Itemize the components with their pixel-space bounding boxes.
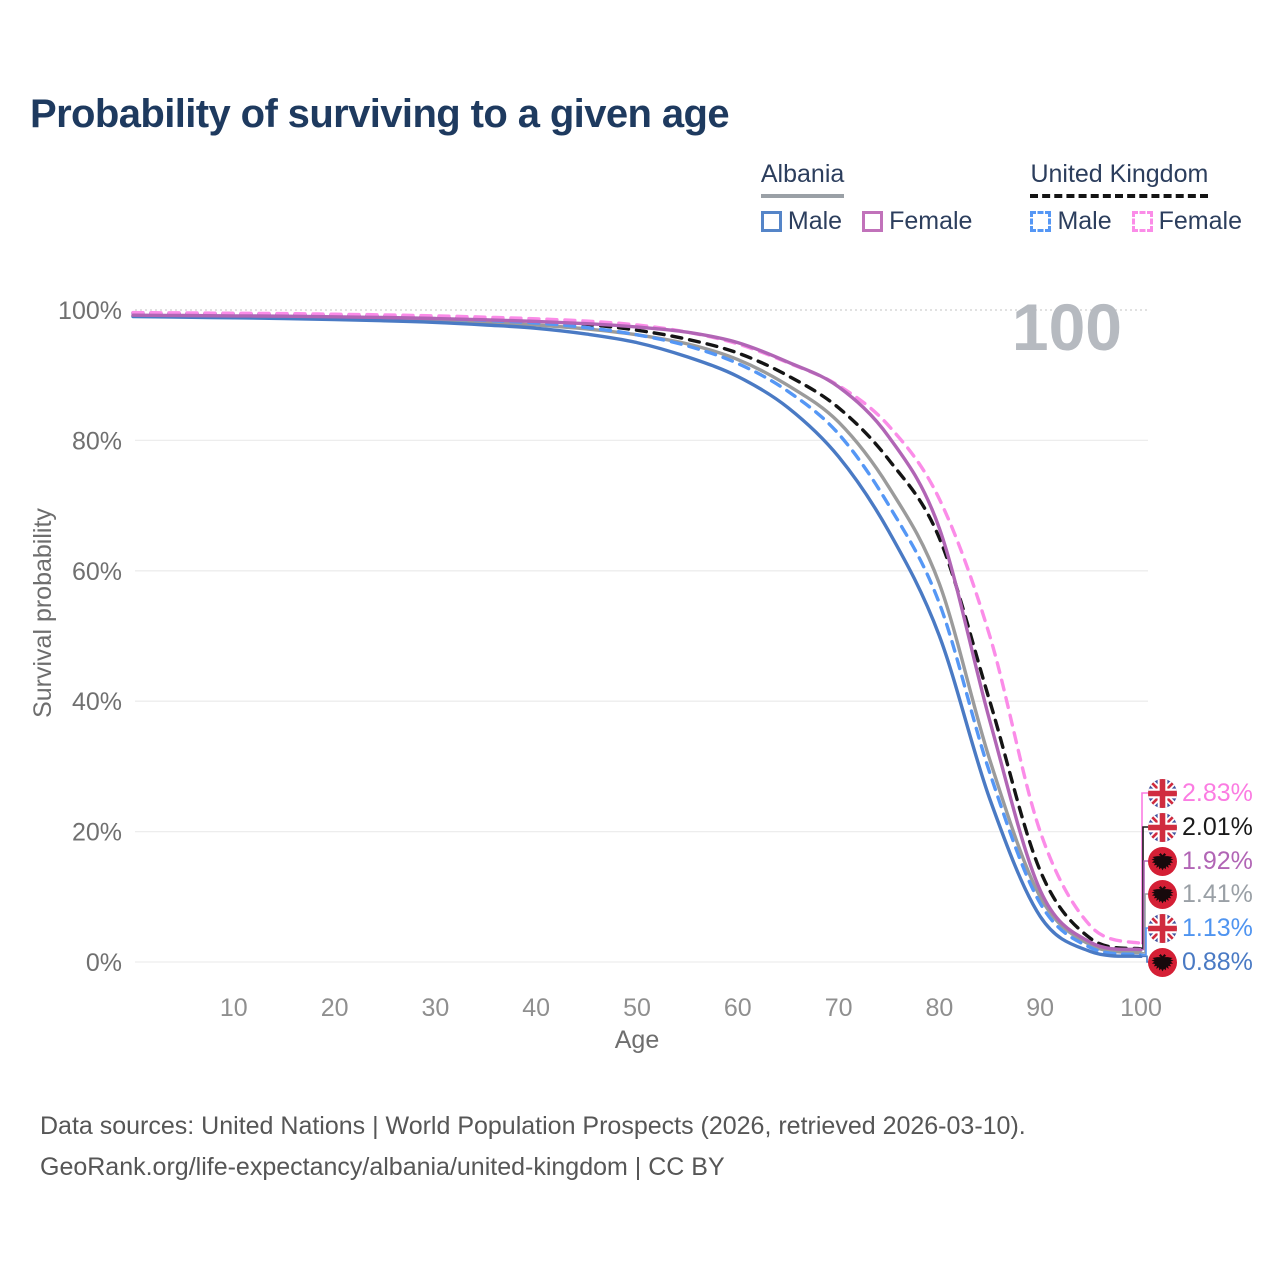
x-tick-label: 70 [825, 994, 853, 1022]
y-tick-label: 100% [58, 297, 122, 325]
age-watermark: 100 [1011, 290, 1122, 364]
series-albania-female [131, 313, 1143, 952]
legend-items-albania: Male Female [760, 207, 972, 236]
end-label-value: 0.88% [1182, 947, 1253, 976]
legend-label-uk-male: Male [1057, 207, 1112, 235]
legend-item-albania-male[interactable]: Male [760, 207, 843, 236]
albania-flag-icon [1148, 947, 1177, 977]
y-tick-label: 80% [72, 427, 122, 455]
end-label-value: 1.41% [1182, 879, 1253, 908]
end-label-row-albania-total: 1.41% [1148, 877, 1253, 911]
end-label-row-uk-female: 2.83% [1148, 776, 1253, 810]
data-sources-text: Data sources: United Nations | World Pop… [40, 1112, 1026, 1140]
x-tick-label: 30 [421, 994, 449, 1022]
albania-flag-icon [1148, 879, 1177, 909]
end-label-connector-albania-female [1141, 860, 1150, 951]
legend-swatch-albania-female-icon [862, 211, 884, 232]
chart-footer: Data sources: United Nations | World Pop… [40, 1106, 1026, 1188]
end-label-connector-united-kingdom-female [1141, 792, 1150, 945]
legend-swatch-uk-male-icon [1030, 211, 1052, 232]
legend-swatch-uk-female-icon [1131, 211, 1153, 232]
uk-flag-icon [1148, 812, 1177, 842]
legend-swatch-albania-male-icon [760, 211, 782, 232]
x-tick-label: 40 [522, 994, 550, 1022]
legend-label-uk-female: Female [1158, 207, 1242, 235]
legend-group-albania: Albania Male Female [760, 160, 972, 236]
legend-group-united-kingdom: United Kingdom Male Female [1030, 160, 1242, 236]
legend-items-united-kingdom: Male Female [1030, 207, 1242, 236]
y-tick-label: 0% [86, 949, 122, 977]
y-tick-label: 60% [72, 558, 122, 586]
end-label-row-albania-male: 0.88% [1148, 945, 1253, 979]
legend-item-albania-female[interactable]: Female [862, 207, 972, 236]
legend-country-albania[interactable]: Albania [760, 160, 845, 198]
x-axis-title: Age [614, 1026, 660, 1054]
end-label-row-uk-total: 2.01% [1148, 810, 1253, 844]
series-united-kingdom-female [131, 310, 1143, 946]
legend-label-albania-female: Female [889, 207, 973, 235]
x-tick-label: 50 [623, 994, 651, 1022]
end-label-row-uk-male: 1.13% [1148, 911, 1253, 945]
end-label-value: 2.01% [1182, 812, 1253, 841]
x-tick-label: 100 [1120, 994, 1162, 1022]
page-title: Probability of surviving to a given age [30, 92, 730, 136]
legend-label-albania-male: Male [787, 207, 843, 235]
albania-flag-icon [1148, 846, 1177, 876]
end-label-value: 2.83% [1182, 778, 1253, 807]
x-tick-label: 80 [925, 994, 953, 1022]
y-tick-label: 40% [72, 688, 122, 716]
series-albania-male [131, 314, 1143, 958]
x-tick-label: 10 [220, 994, 248, 1022]
y-tick-label: 20% [72, 819, 122, 847]
y-axis-title: Survival probability [29, 508, 57, 718]
legend-country-united-kingdom[interactable]: United Kingdom [1030, 160, 1209, 198]
uk-flag-icon [1148, 913, 1177, 943]
end-label-connector-albania-both-sexes [1141, 893, 1150, 954]
x-tick-label: 20 [321, 994, 349, 1022]
attribution-text: GeoRank.org/life-expectancy/albania/unit… [40, 1153, 725, 1181]
uk-flag-icon [1148, 778, 1177, 808]
x-tick-label: 60 [724, 994, 752, 1022]
end-label-value: 1.92% [1182, 846, 1253, 875]
legend-item-uk-female[interactable]: Female [1131, 207, 1242, 236]
end-label-row-albania-female: 1.92% [1148, 844, 1253, 878]
x-tick-label: 90 [1026, 994, 1054, 1022]
end-label-value: 1.13% [1182, 913, 1253, 942]
legend-item-uk-male[interactable]: Male [1030, 207, 1112, 236]
chart-legend: Albania Male Female United Kingdom Male [760, 160, 1242, 236]
